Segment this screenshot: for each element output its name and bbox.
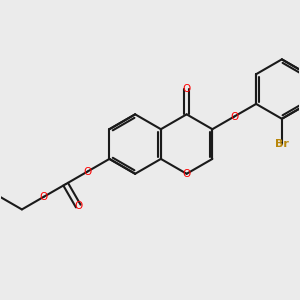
Text: O: O: [182, 84, 191, 94]
Text: O: O: [182, 169, 191, 179]
Text: O: O: [83, 167, 92, 176]
Text: O: O: [40, 192, 48, 202]
Text: O: O: [74, 201, 82, 211]
Text: O: O: [230, 112, 238, 122]
Text: Br: Br: [275, 139, 289, 149]
